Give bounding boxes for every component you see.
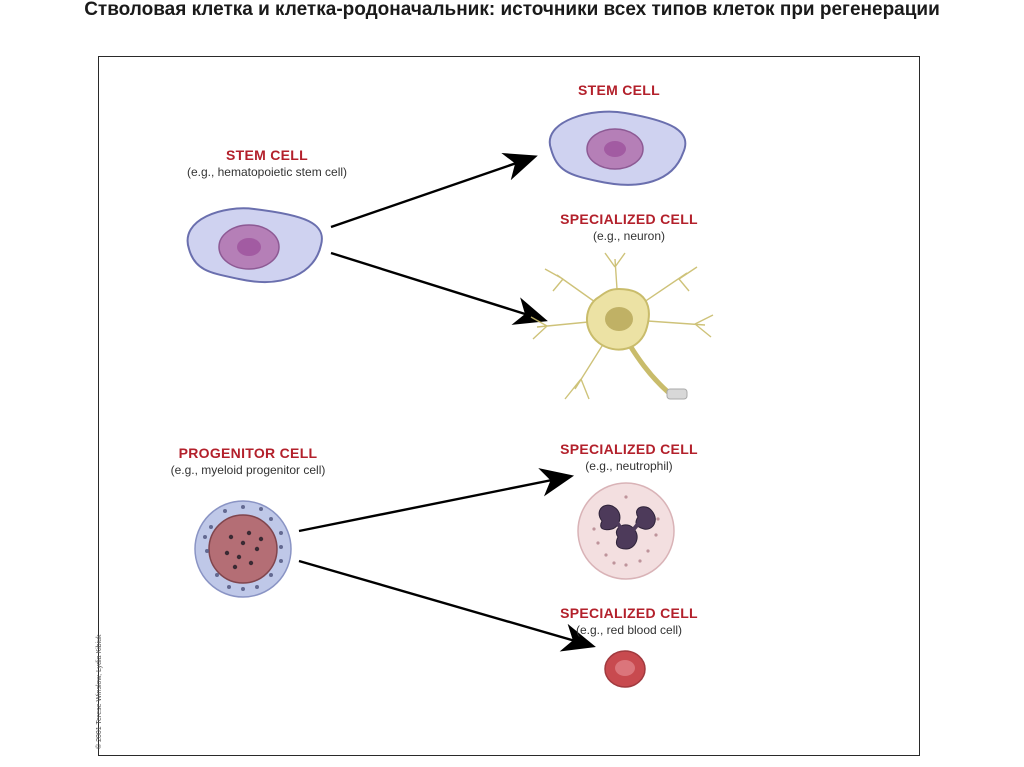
rbc-cell [603, 649, 647, 689]
stem-cell-left [169, 199, 329, 287]
label-rbc: SPECIALIZED CELL (e.g., red blood cell) [534, 605, 724, 638]
label-stem-right: STEM CELL [539, 82, 699, 100]
label-head: STEM CELL [539, 82, 699, 100]
label-neutrophil: SPECIALIZED CELL (e.g., neutrophil) [534, 441, 724, 474]
label-stem-left: STEM CELL (e.g., hematopoietic stem cell… [182, 147, 352, 180]
label-progenitor: PROGENITOR CELL (e.g., myeloid progenito… [153, 445, 343, 478]
label-sub: (e.g., neutrophil) [534, 459, 724, 474]
label-neuron: SPECIALIZED CELL (e.g., neuron) [534, 211, 724, 244]
neuron-cell [519, 249, 719, 409]
label-head: SPECIALIZED CELL [534, 441, 724, 459]
label-head: PROGENITOR CELL [153, 445, 343, 463]
diagram-frame: STEM CELL (e.g., hematopoietic stem cell… [98, 56, 920, 756]
label-sub: (e.g., hematopoietic stem cell) [182, 165, 352, 180]
stem-cell-right [533, 103, 693, 191]
page-title: Стволовая клетка и клетка-родоначальник:… [0, 0, 1024, 23]
progenitor-cell [191, 497, 295, 601]
label-head: SPECIALIZED CELL [534, 605, 724, 623]
label-head: STEM CELL [182, 147, 352, 165]
label-sub: (e.g., red blood cell) [534, 623, 724, 638]
neutrophil-cell [574, 479, 678, 583]
label-sub: (e.g., neuron) [534, 229, 724, 244]
title-text: Стволовая клетка и клетка-родоначальник:… [84, 0, 940, 20]
label-sub: (e.g., myeloid progenitor cell) [153, 463, 343, 478]
label-head: SPECIALIZED CELL [534, 211, 724, 229]
copyright-text: © 2001 Terese Winslow, Lydia Kibiuk [96, 635, 103, 750]
